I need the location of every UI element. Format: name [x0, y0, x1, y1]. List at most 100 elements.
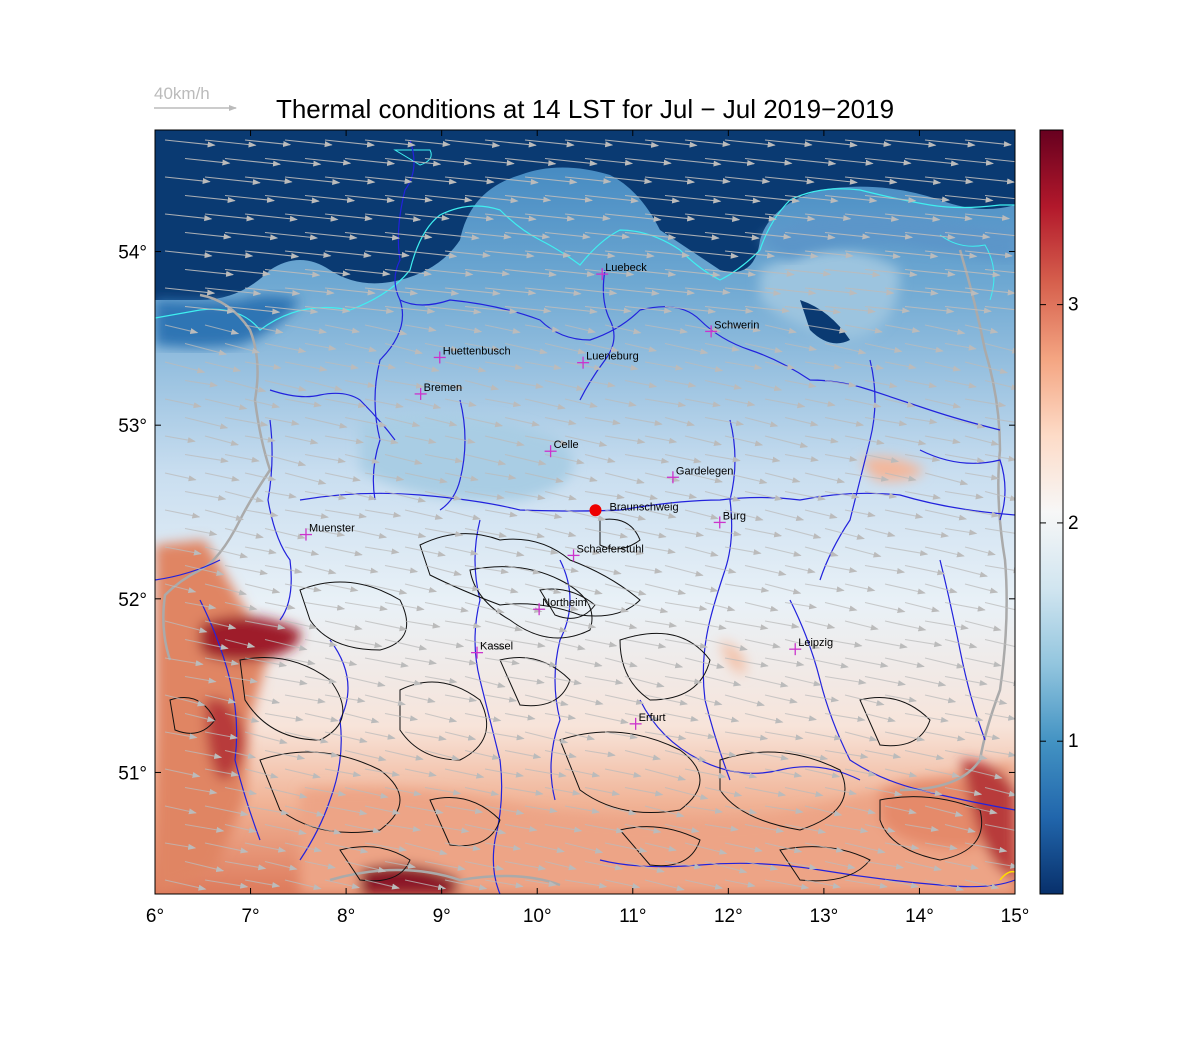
wind-arrow — [744, 194, 800, 204]
wind-arrow — [724, 139, 776, 148]
wind-arrow — [624, 305, 673, 314]
wind-arrow — [664, 786, 709, 800]
wind-arrow — [264, 601, 296, 610]
wind-arrow — [704, 823, 739, 832]
wind-arrow — [825, 899, 856, 906]
wind-vectors — [164, 139, 1015, 909]
wind-arrow — [924, 472, 969, 486]
wind-arrow — [844, 472, 890, 482]
wind-arrow — [924, 657, 965, 669]
wind-arrow — [784, 453, 819, 463]
wind-arrow — [304, 453, 346, 464]
wind-arrow — [384, 379, 425, 389]
wind-arrow — [184, 564, 225, 576]
wind-arrow — [264, 712, 304, 722]
wind-arrow — [184, 638, 229, 650]
wind-arrow — [884, 176, 942, 186]
wind-arrow — [844, 731, 878, 742]
wind-arrow — [404, 472, 448, 484]
wind-arrow — [244, 509, 279, 518]
wind-arrow — [724, 361, 763, 370]
city-label: Luebeck — [605, 262, 647, 274]
wind-arrow — [624, 157, 672, 166]
wind-arrow — [844, 361, 885, 371]
wind-arrow — [764, 435, 809, 448]
wind-arrow — [844, 805, 876, 815]
wind-arrow — [404, 805, 444, 815]
wind-arrow — [424, 194, 473, 203]
wind-arrow — [924, 731, 966, 742]
wind-arrow — [304, 231, 358, 241]
wind-arrow — [424, 601, 469, 613]
wind-arrow — [284, 583, 322, 593]
wind-arrow — [444, 176, 495, 185]
wind-arrow — [424, 527, 464, 537]
wind-arrow — [684, 287, 731, 295]
wind-arrow — [944, 305, 992, 314]
wind-arrow — [504, 268, 557, 278]
wind-arrow — [364, 472, 405, 482]
wind-arrow — [384, 231, 433, 240]
wind-arrow — [304, 305, 351, 314]
wind-arrow — [864, 157, 912, 166]
city-label: Schwerin — [714, 319, 759, 331]
wind-arrow — [844, 176, 898, 185]
wind-arrow — [444, 398, 477, 407]
wind-arrow — [184, 194, 236, 203]
city-label: Celle — [554, 439, 579, 451]
wind-arrow — [764, 879, 810, 890]
wind-arrow — [684, 361, 724, 372]
wind-arrow — [584, 749, 616, 758]
wind-arrow — [324, 657, 358, 667]
wind-arrow — [604, 472, 645, 484]
wind-arrow — [204, 768, 240, 777]
city-marker: Erfurt — [629, 712, 666, 730]
wind-arrow — [724, 509, 764, 522]
wind-arrow — [164, 250, 213, 259]
wind-arrow — [444, 879, 488, 891]
wind-arrow — [264, 379, 307, 392]
wind-arrow — [824, 379, 857, 388]
wind-arrow — [984, 157, 1015, 163]
wind-arrow — [624, 453, 670, 464]
wind-arrow — [524, 805, 558, 814]
wind-arrow — [744, 157, 793, 166]
wind-arrow — [164, 324, 199, 334]
wind-arrow — [704, 268, 757, 278]
wind-arrow — [364, 842, 407, 852]
wind-arrow — [364, 731, 396, 740]
wind-arrow — [764, 361, 796, 370]
wind-arrow — [304, 675, 337, 684]
wind-arrow — [824, 860, 856, 870]
wind-arrow — [644, 805, 685, 818]
wind-arrow — [424, 379, 465, 390]
wind-arrow — [524, 250, 572, 258]
wind-arrow — [544, 231, 591, 240]
wind-arrow — [904, 749, 945, 761]
wind-arrow — [744, 416, 779, 428]
wind-arrow — [884, 694, 917, 703]
wind-arrow — [204, 472, 240, 482]
wind-arrow — [324, 768, 362, 778]
wind-arrow — [444, 731, 477, 741]
wind-arrow — [884, 879, 920, 889]
wind-arrow — [904, 305, 955, 314]
wind-arrow — [324, 361, 359, 370]
wind-arrow — [564, 694, 604, 706]
wind-arrow — [884, 287, 939, 296]
wind-arrow — [984, 786, 1015, 797]
wind-arrow — [524, 213, 575, 222]
wind-arrow — [304, 490, 347, 501]
wind-arrow — [684, 213, 741, 222]
wind-arrow — [724, 879, 756, 888]
wind-arrow — [924, 509, 968, 521]
wind-arrow — [664, 564, 704, 577]
wind-arrow — [824, 564, 858, 573]
wind-arrow — [704, 194, 761, 204]
wind-arrow — [384, 342, 423, 355]
wind-arrow — [464, 749, 501, 760]
wind-arrow — [224, 712, 260, 723]
wind-arrow — [884, 213, 941, 222]
wind-arrow — [265, 899, 302, 909]
wind-arrow — [404, 620, 441, 629]
